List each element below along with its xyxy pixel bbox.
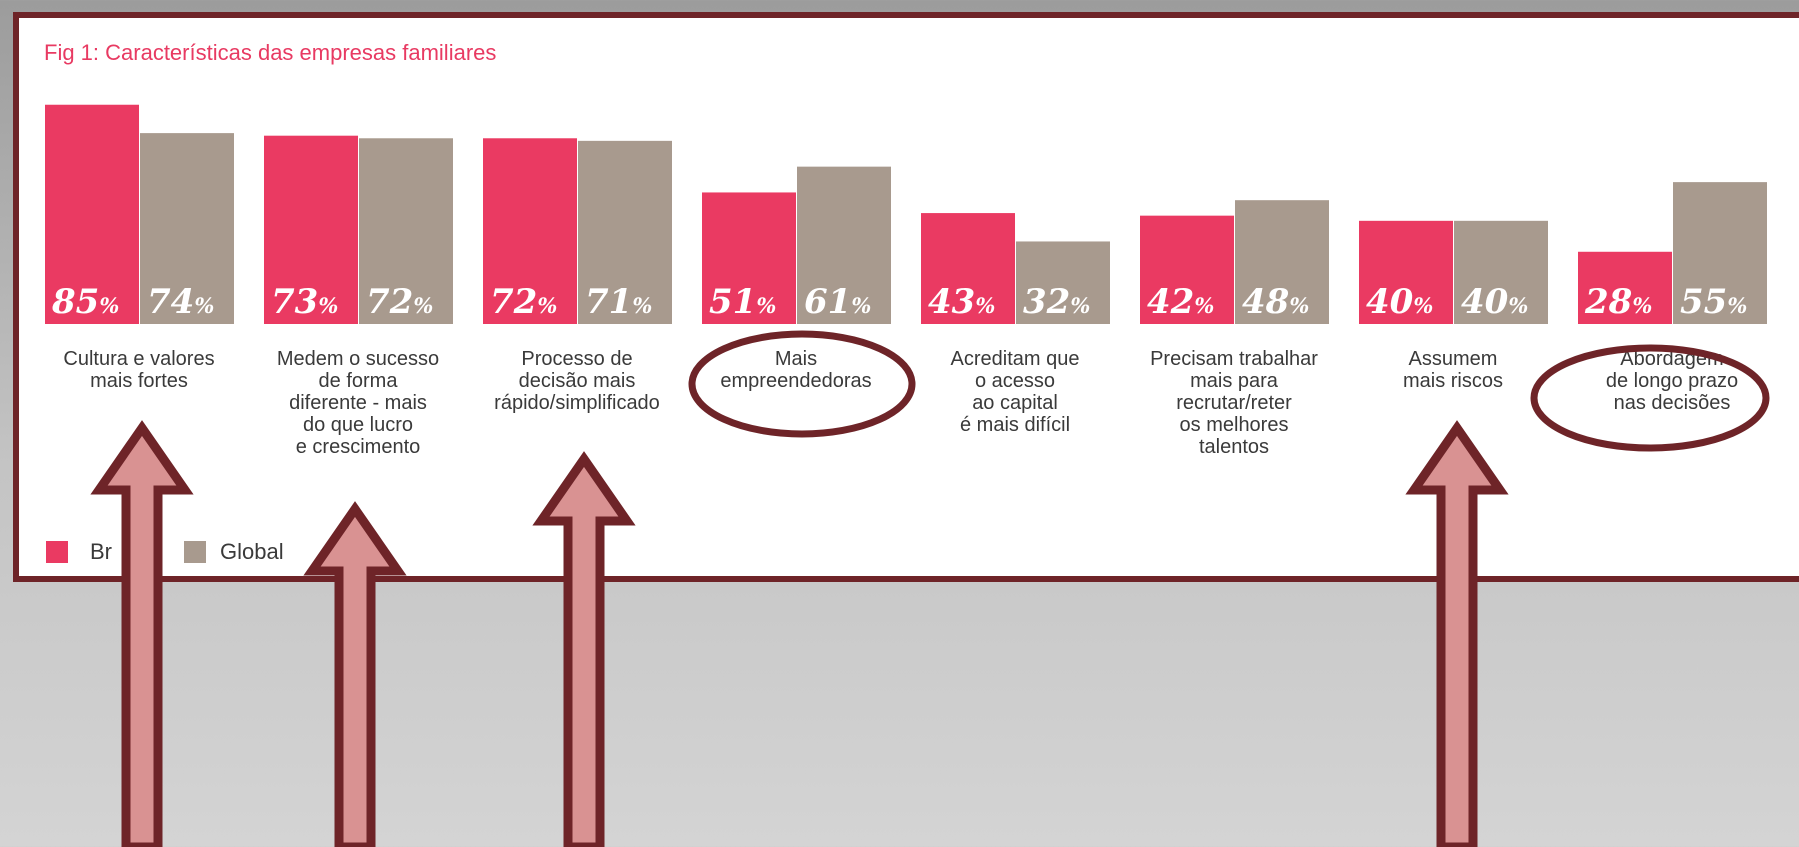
category-label-1: Medem o sucesso de forma diferente - mais d… (277, 348, 439, 458)
bar-brasil-4 (921, 213, 1015, 324)
category-label-2: Processo de decisão mais rápido/simplifica… (494, 348, 660, 414)
circle-annotation-7 (1530, 344, 1770, 452)
bar-brasil-1 (264, 135, 358, 324)
data-label-brasil-2: 72% (490, 282, 557, 322)
arrow-annotation-6 (1405, 420, 1509, 847)
data-label-global-2: 71% (585, 282, 652, 322)
data-label-brasil-0: 85% (51, 282, 119, 322)
bars-group: 85% 74% Cultura e valores mais fortes 73% 72%… (45, 104, 1767, 458)
bar-brasil-0 (45, 104, 139, 324)
legend-swatch-brasil (46, 541, 68, 563)
data-label-brasil-6: 40% (1366, 282, 1433, 322)
data-label-global-3: 61% (804, 282, 871, 322)
bar-brasil-3 (702, 192, 796, 324)
bar-global-2 (578, 140, 672, 324)
legend-swatch-global (184, 541, 206, 563)
circle-annotation-3 (688, 330, 916, 438)
data-label-global-4: 32% (1023, 282, 1090, 322)
arrow-annotation-0 (90, 420, 194, 847)
data-label-brasil-4: 43% (928, 282, 995, 322)
bar-global-1 (359, 138, 453, 324)
data-label-global-1: 72% (366, 282, 433, 322)
legend-label-brasil: Br (90, 539, 112, 564)
bar-global-4 (1016, 241, 1110, 324)
bar-global-3 (797, 166, 891, 324)
data-label-global-7: 55% (1680, 282, 1747, 322)
category-label-0: Cultura e valores mais fortes (63, 348, 214, 392)
arrow-annotations-group (90, 420, 1509, 847)
legend: Br Global (46, 539, 284, 564)
bar-brasil-5 (1140, 215, 1234, 324)
bar-global-7 (1673, 182, 1767, 324)
data-label-global-5: 48% (1242, 282, 1309, 322)
bar-brasil-6 (1359, 220, 1453, 324)
bar-global-6 (1454, 220, 1548, 324)
category-label-5: Precisam trabalhar mais para recrutar/rete… (1150, 348, 1318, 458)
category-label-4: Acreditam que o acesso ao capital é mais di… (951, 348, 1080, 436)
data-label-brasil-1: 73% (271, 282, 338, 322)
arrow-annotation-1 (303, 501, 407, 847)
bar-brasil-7 (1578, 251, 1672, 324)
data-label-global-0: 74% (147, 282, 214, 322)
bar-brasil-2 (483, 138, 577, 324)
data-label-brasil-5: 42% (1147, 282, 1214, 322)
legend-label-global: Global (220, 539, 284, 564)
chart-title: Fig 1: Características das empresas fami… (44, 40, 496, 65)
category-label-6: Assumem mais riscos (1403, 348, 1503, 392)
data-label-brasil-3: 51% (709, 282, 776, 322)
circle-annotations-group (688, 330, 1770, 452)
category-label-3: Mais empreendedoras (720, 348, 871, 392)
data-label-global-6: 40% (1461, 282, 1528, 322)
bar-global-0 (140, 133, 234, 324)
arrow-annotation-2 (532, 451, 636, 847)
data-label-brasil-7: 28% (1584, 282, 1652, 322)
bar-global-5 (1235, 200, 1329, 324)
